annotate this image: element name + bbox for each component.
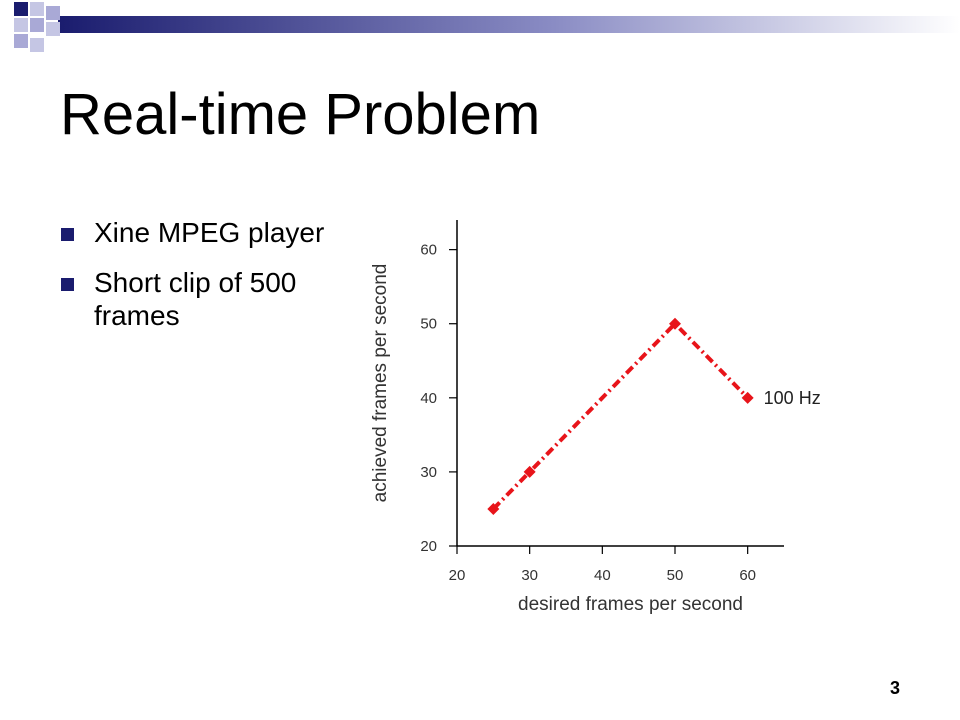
page-number: 3 (889, 678, 900, 698)
header-decoration (14, 2, 960, 52)
square-bullet-icon (61, 228, 74, 241)
x-tick-label: 40 (594, 567, 611, 584)
y-tick-label: 60 (420, 242, 437, 259)
bullet-item: Short clip of 500 frames (60, 266, 350, 332)
data-point (487, 502, 500, 515)
y-axis-label: achieved frames per second (370, 264, 391, 503)
x-tick-label: 20 (449, 567, 466, 584)
bullet-text: Short clip of 500 frames (94, 267, 297, 331)
line-chart: 20 30 40 50 60 20 30 40 50 60 desired frames per s… (370, 220, 821, 615)
bullet-text: Xine MPEG player (94, 217, 325, 248)
square-bullet-icon (61, 278, 74, 291)
y-tick-label: 50 (420, 316, 437, 333)
x-axis-label: desired frames per second (518, 594, 743, 615)
series-label: 100 Hz (764, 388, 821, 408)
data-point (523, 465, 536, 478)
series-line (491, 320, 750, 511)
x-tick-label: 30 (521, 567, 538, 584)
x-tick-label: 50 (667, 567, 684, 584)
y-tick-label: 20 (420, 538, 437, 555)
data-point (741, 391, 754, 404)
bullet-list: Xine MPEG player Short clip of 500 frame… (60, 216, 350, 349)
slide-title: Real-time Problem (60, 82, 541, 147)
bullet-item: Xine MPEG player (60, 216, 350, 249)
x-tick-label: 60 (739, 567, 756, 584)
y-tick-label: 30 (420, 464, 437, 481)
y-tick-label: 40 (420, 390, 437, 407)
